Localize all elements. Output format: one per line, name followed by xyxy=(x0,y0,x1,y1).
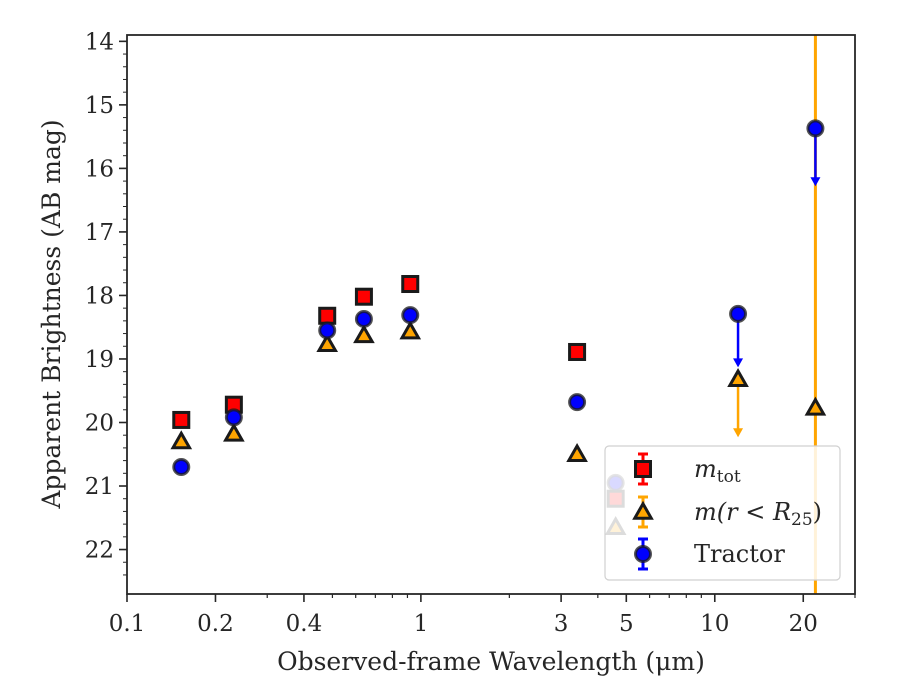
circle-point xyxy=(729,304,748,323)
y-tick-label: 21 xyxy=(85,474,114,500)
x-axis-ticks: 0.1 0.2 0.4 1 3 5 10 20 xyxy=(109,594,856,637)
legend-label: m(r < R25) xyxy=(694,498,822,530)
legend-marker-circle xyxy=(634,545,652,563)
x-tick-label: 0.4 xyxy=(286,611,323,637)
y-tick-label: 22 xyxy=(85,538,114,564)
square-point xyxy=(401,275,420,294)
triangle-point xyxy=(804,396,827,416)
y-tick-label: 17 xyxy=(85,220,114,246)
circle-point xyxy=(806,119,825,138)
x-tick-label: 10 xyxy=(700,611,729,637)
circle-point xyxy=(318,321,337,340)
triangle-point xyxy=(727,368,749,387)
triangle-point xyxy=(353,324,375,344)
y-axis-ticks: 14 15 16 17 18 19 20 21 22 xyxy=(85,29,127,576)
circle-point xyxy=(401,306,420,325)
square-point xyxy=(354,287,373,306)
y-tick-label: 20 xyxy=(85,410,114,436)
x-tick-label: 0.2 xyxy=(197,611,234,637)
y-tick-label: 16 xyxy=(85,156,114,182)
legend-marker-square xyxy=(634,460,652,478)
circle-upper-limit-arrow-head xyxy=(733,358,744,368)
x-tick-label: 5 xyxy=(619,611,634,637)
x-tick-label: 3 xyxy=(554,611,569,637)
square-point xyxy=(172,410,191,429)
triangle-point xyxy=(223,422,245,442)
circle-point xyxy=(172,457,191,476)
legend-box xyxy=(604,445,841,581)
square-point xyxy=(568,342,587,361)
y-tick-label: 14 xyxy=(85,29,114,55)
x-axis-title: Observed-frame Wavelength (μm) xyxy=(277,647,705,676)
x-tick-label: 20 xyxy=(789,611,818,637)
legend-marker-triangle xyxy=(632,500,654,520)
triangle-point xyxy=(399,320,422,340)
x-tick-label: 1 xyxy=(414,611,429,637)
legend-label: Tractor xyxy=(694,540,785,568)
y-axis-title: Apparent Brightness (AB mag) xyxy=(37,119,66,509)
y-tick-label: 15 xyxy=(85,93,114,119)
square-point xyxy=(318,306,337,325)
circle-point xyxy=(224,408,243,427)
y-tick-label: 18 xyxy=(85,283,114,309)
circle-upper-limit-arrow-head xyxy=(810,177,821,187)
x-tick-label: 0.1 xyxy=(109,611,146,637)
y-tick-label: 19 xyxy=(85,347,114,373)
circle-point xyxy=(354,309,373,328)
triangle-point xyxy=(316,333,339,353)
circle-point xyxy=(568,393,587,412)
legend-label: mtot xyxy=(694,455,741,487)
legend: mtot m(r < R25) Tractor xyxy=(604,445,841,581)
triangle-point xyxy=(566,442,588,462)
triangle-point xyxy=(170,430,193,450)
triangle-upper-limit-arrow-head xyxy=(733,428,744,438)
plot-frame xyxy=(126,34,856,595)
